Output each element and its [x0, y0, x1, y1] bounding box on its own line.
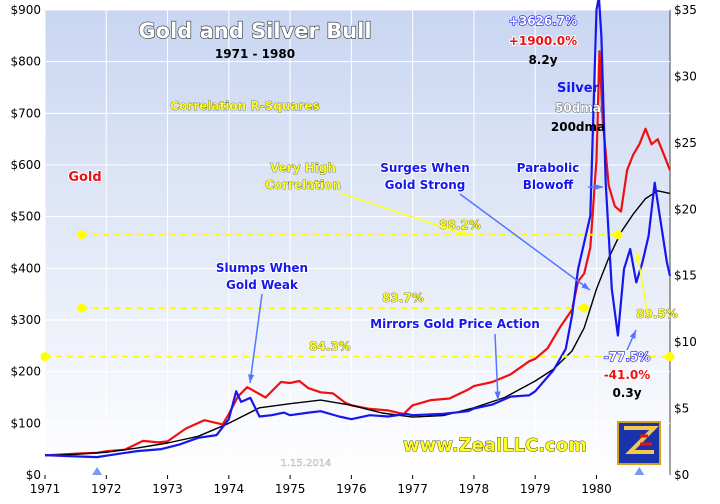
callout-surges-2: Gold Strong [385, 178, 466, 192]
legend-gold: Gold [68, 170, 101, 185]
chart-title: Gold and Silver Bull [138, 19, 371, 43]
r2-endpoint [77, 230, 87, 240]
r2-endpoint [613, 230, 623, 240]
y-left-tick-label: $0 [26, 468, 41, 482]
y-left-tick-label: $500 [10, 210, 41, 224]
r2-value-label: 84.3% [309, 340, 351, 354]
callout-arrowhead [494, 391, 501, 400]
y-right-tick-label: $10 [674, 335, 697, 349]
y-right-tick-label: $35 [674, 3, 697, 17]
x-tick-label: 1976 [336, 482, 367, 496]
callout-arrow [339, 192, 471, 237]
callout-arrowhead [461, 230, 470, 237]
r2-value-label: 83.7% [382, 291, 424, 305]
x-tick-label: 1974 [214, 482, 245, 496]
callout-surges-1: Surges When [380, 161, 470, 175]
y-left-tick-label: $600 [10, 158, 41, 172]
x-tick-label: 1975 [275, 482, 306, 496]
series-line-gold [44, 50, 672, 457]
callout-very-high-1: Very High [270, 161, 336, 175]
silver-drop-label: -77.5% [604, 350, 651, 364]
low-marker [92, 467, 103, 475]
callout-parabolic-1: Parabolic [517, 161, 580, 175]
r2-value-label: 88.2% [439, 218, 481, 232]
annotation-layer: 88.2% 83.7% 84.3% 89.5% [40, 183, 678, 475]
callout-arrowhead [594, 183, 603, 191]
callout-slumps-1: Slumps When [216, 261, 308, 275]
x-axis-ticks: 1971 1972 1973 1974 1975 1976 1977 1978 1979 1980 [30, 475, 612, 496]
callout-arrowhead [635, 252, 642, 261]
grid [44, 9, 670, 476]
x-tick-label: 1980 [581, 482, 612, 496]
date-stamp: 1.15.2014 [281, 458, 332, 469]
y-left-tick-label: $800 [10, 55, 41, 69]
x-tick-label: 1979 [520, 482, 551, 496]
r2-endpoint [579, 303, 589, 313]
callout-arrowhead [629, 330, 636, 339]
y-right-tick-label: $0 [674, 468, 689, 482]
duration-label: 8.2y [528, 53, 557, 67]
website-label: www.ZealLLC.com [403, 435, 587, 456]
series-layer [44, 0, 672, 459]
callout-parabolic-2: Blowoff [523, 178, 574, 192]
y-left-tick-label: $300 [10, 313, 41, 327]
y-left-tick-label: $400 [10, 261, 41, 275]
y-right-tick-label: $20 [674, 202, 697, 216]
y-left-tick-label: $100 [10, 416, 41, 430]
zeal-logo [617, 421, 661, 465]
plot-background [44, 9, 671, 476]
y-right-tick-label: $15 [674, 269, 697, 283]
callout-arrow [459, 193, 591, 291]
y-axis-left-ticks: $0 $100 $200 $300 $400 $500 $600 $700 $800 $900 [10, 3, 41, 482]
chart-subtitle: 1971 - 1980 [215, 47, 295, 61]
callout-arrow [494, 333, 499, 401]
y-left-tick-label: $900 [10, 3, 41, 17]
callout-slumps-2: Gold Weak [226, 278, 299, 292]
series-line-200dma [44, 190, 671, 457]
legend-silver: Silver [557, 81, 600, 96]
callout-arrow [249, 293, 263, 384]
gold-drop-label: -41.0% [604, 368, 651, 382]
drop-duration-label: 0.3y [612, 386, 641, 400]
legend-200dma: 200dma [551, 120, 605, 134]
gold-gain-label: +1900.0% [509, 34, 577, 48]
legend-50dma: 50dma [555, 101, 601, 115]
y-left-tick-label: $700 [10, 106, 41, 120]
silver-gain-label: +3626.7% [509, 14, 577, 28]
r2-endpoint [40, 352, 50, 362]
series-line-silver [44, 0, 672, 459]
x-tick-label: 1971 [30, 482, 61, 496]
y-left-tick-label: $200 [10, 365, 41, 379]
x-tick-label: 1977 [397, 482, 428, 496]
r2-endpoint [665, 352, 675, 362]
callout-very-high-2: Correlation [265, 178, 341, 192]
callout-arrowhead [581, 282, 590, 290]
x-tick-label: 1972 [91, 482, 122, 496]
r2-value-label: 89.5% [636, 307, 678, 321]
low-marker [634, 467, 645, 475]
callout-mirrors: Mirrors Gold Price Action [370, 317, 540, 331]
y-right-tick-label: $5 [674, 402, 689, 416]
x-tick-label: 1978 [459, 482, 490, 496]
y-axis-right-ticks: $0 $5 $10 $15 $20 $25 $30 $35 [674, 3, 697, 482]
callout-arrow [636, 251, 649, 316]
callout-arrowhead [248, 374, 255, 383]
r2-endpoint [77, 303, 87, 313]
legend-correlation-heading: Correlation R-Squares [170, 99, 319, 113]
y-right-tick-label: $25 [674, 136, 697, 150]
y-right-tick-label: $30 [674, 69, 697, 83]
x-tick-label: 1973 [152, 482, 183, 496]
